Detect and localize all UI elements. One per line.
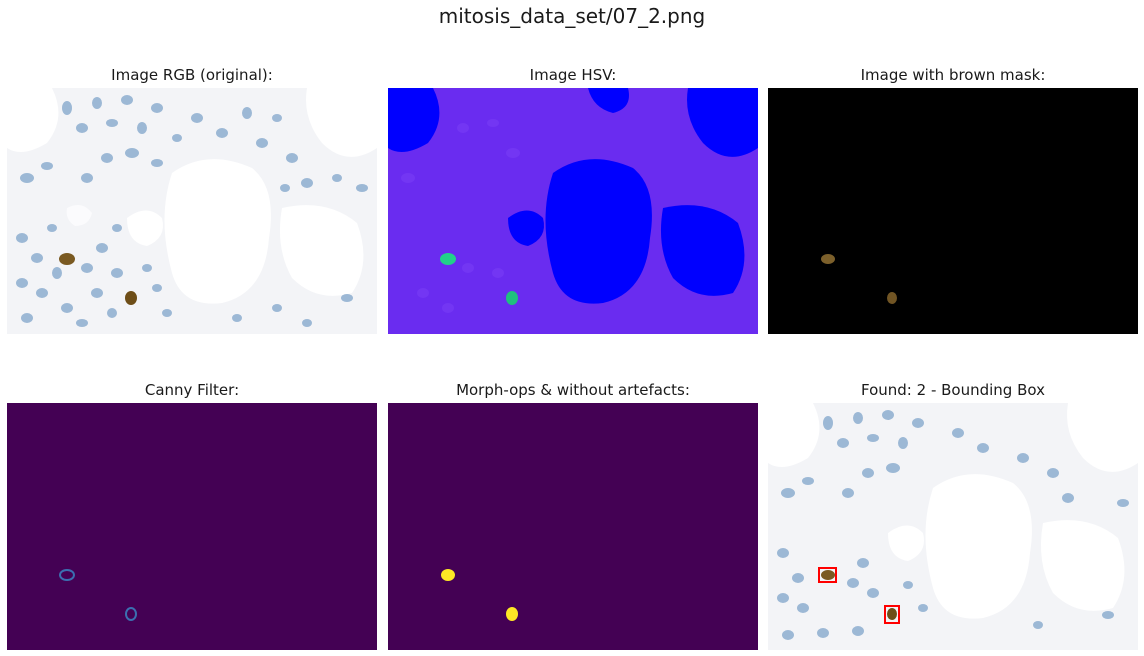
panel-title-rgb: Image RGB (original): <box>111 66 273 84</box>
bounding-box-panel <box>768 403 1138 650</box>
morph-mask-image <box>388 403 758 650</box>
panel-title-bbox: Found: 2 - Bounding Box <box>861 381 1045 399</box>
canny-panel <box>7 403 377 650</box>
bounding-box-2 <box>884 605 900 624</box>
histology-rgb-image <box>7 88 377 334</box>
morph-panel <box>388 403 758 650</box>
bounding-box-image <box>768 403 1138 650</box>
canny-edges-image <box>7 403 377 650</box>
panel-title-brown-mask: Image with brown mask: <box>860 66 1046 84</box>
rgb-image-panel <box>7 88 377 334</box>
brown-mask-panel <box>768 88 1138 334</box>
histology-hsv-image <box>388 88 758 334</box>
bounding-box-1 <box>818 567 837 583</box>
panel-title-canny: Canny Filter: <box>144 381 240 399</box>
panel-title-hsv: Image HSV: <box>529 66 617 84</box>
hsv-image-panel <box>388 88 758 334</box>
panel-title-morph: Morph-ops & without artefacts: <box>456 381 690 399</box>
brown-mask-image <box>768 88 1138 334</box>
figure-suptitle: mitosis_data_set/07_2.png <box>438 4 706 28</box>
